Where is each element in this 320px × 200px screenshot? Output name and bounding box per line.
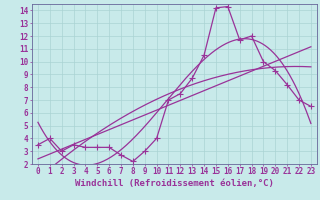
X-axis label: Windchill (Refroidissement éolien,°C): Windchill (Refroidissement éolien,°C) [75, 179, 274, 188]
